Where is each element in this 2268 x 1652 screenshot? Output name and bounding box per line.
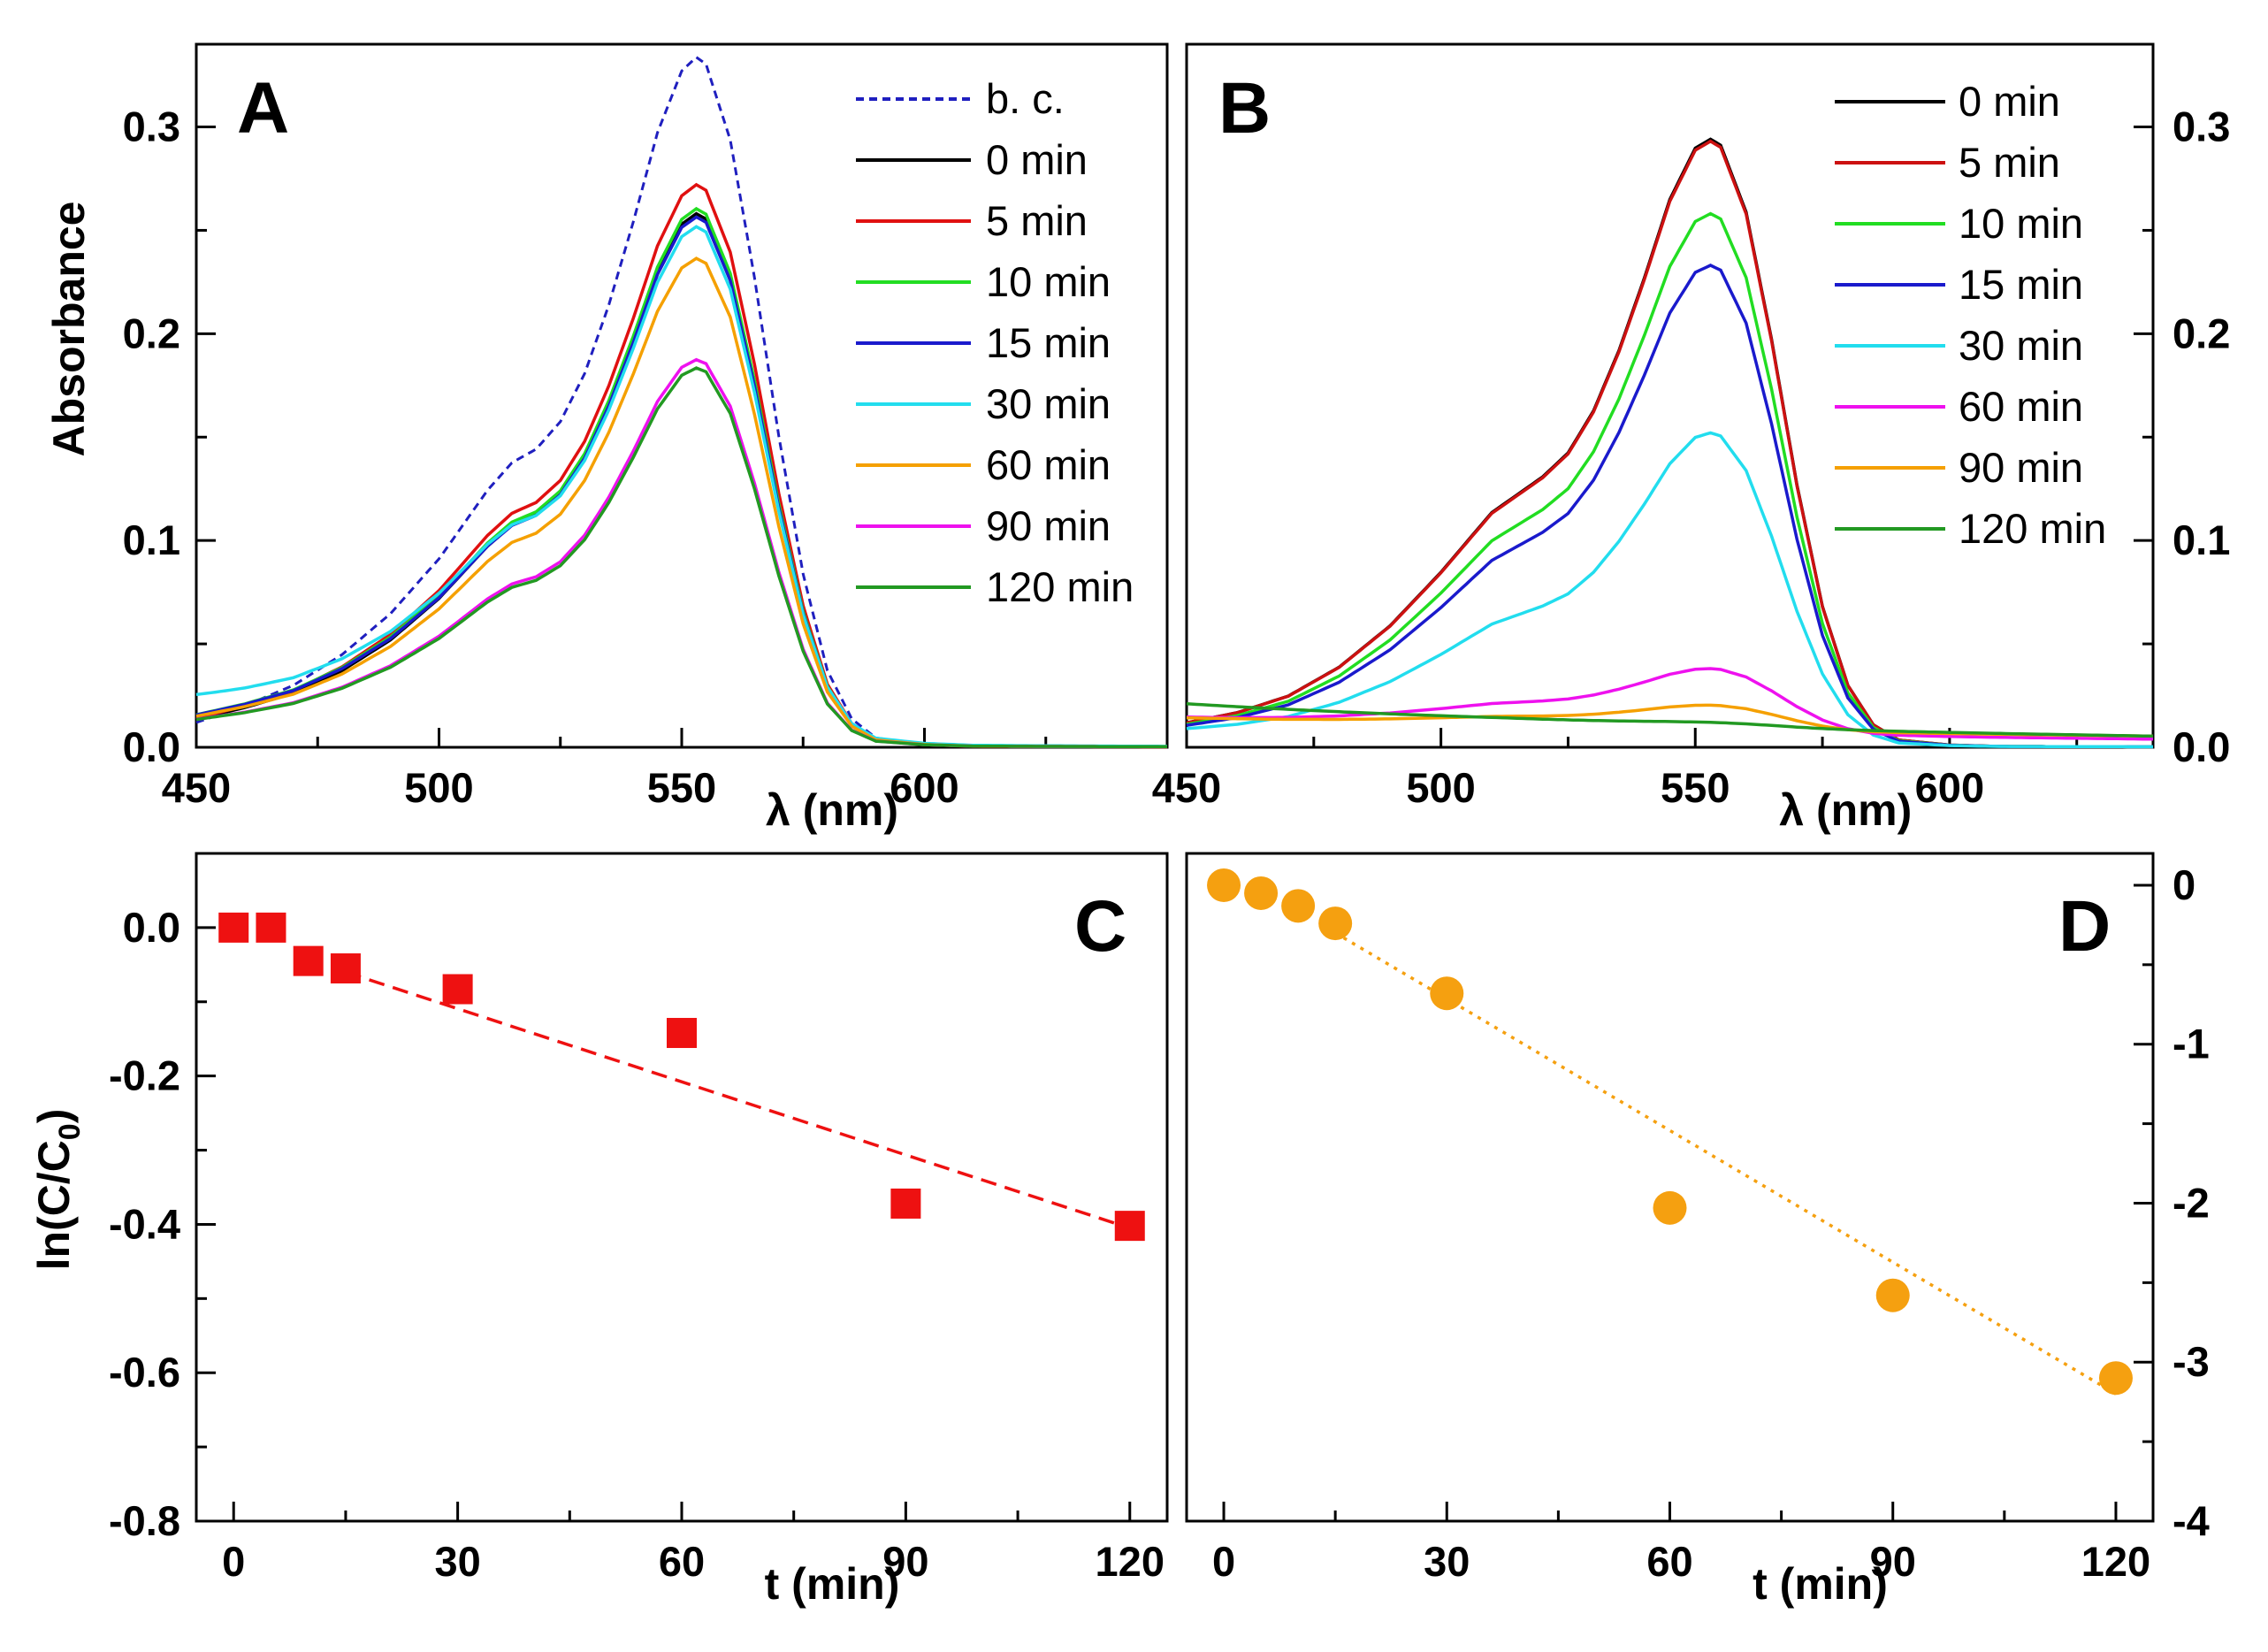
y-tick-label: 0.0 (2173, 723, 2230, 770)
y-axis-label-subscript: 0 (53, 1123, 87, 1140)
y-tick-label: -0.8 (109, 1497, 180, 1544)
y-tick-label: -0.6 (109, 1349, 180, 1396)
y-tick-label: 0 (2173, 861, 2195, 908)
data-point (890, 1188, 921, 1219)
legend-label: 15 min (1959, 261, 2083, 308)
legend-label: 15 min (986, 319, 1111, 366)
data-point (293, 945, 324, 976)
x-tick-label: 600 (890, 764, 958, 811)
y-tick-label: 0.0 (123, 904, 180, 951)
x-tick-label: 90 (882, 1538, 928, 1585)
legend-label: 90 min (986, 502, 1111, 549)
y-tick-label: -1 (2173, 1021, 2210, 1067)
y-tick-label: 0.1 (2173, 516, 2230, 563)
series-line-120-min (1186, 702, 2154, 738)
x-axis-label: λ (nm) (1779, 785, 1912, 835)
panel-c: 0 30 60 90 120 0.0 -0.2 -0.4 -0.6 -0.8 t (min) ln(C… (29, 852, 1169, 1609)
legend-label: 10 min (1959, 200, 2083, 247)
x-tick-label: 30 (434, 1538, 480, 1585)
x-tick-label: 0 (1212, 1538, 1235, 1585)
panel-b: 450 500 550 600 0.0 0.1 0.2 0.3 λ (nm) B 0 min 5 mi… (1152, 42, 2230, 835)
y-axis-label: ln(C/C0) (29, 1109, 87, 1271)
series-line-120-min (195, 366, 1167, 749)
x-axis-label: t (min) (1753, 1559, 1888, 1609)
series-line-b-c- (195, 55, 1167, 748)
legend-label: 5 min (986, 197, 1088, 244)
legend-label: 90 min (1959, 444, 2083, 491)
x-tick-label: 90 (1870, 1538, 1916, 1585)
y-tick-label: 0.3 (2173, 103, 2230, 150)
data-point (2098, 1361, 2133, 1396)
legend-label: 0 min (1959, 78, 2060, 125)
panel-a: 450 500 550 600 0.0 0.1 0.2 0.3 λ (nm) Absorbance… (44, 42, 1169, 835)
series-line-60-min (1186, 667, 2154, 741)
legend-label: 30 min (1959, 322, 2083, 369)
y-tick-label: 0.0 (123, 723, 180, 770)
x-tick-label: 500 (1406, 764, 1475, 811)
y-tick-label: -2 (2173, 1179, 2210, 1226)
y-axis-label-close: ) (29, 1109, 79, 1124)
x-tick-label: 500 (404, 764, 473, 811)
data-point (256, 912, 286, 943)
legend-label: 60 min (986, 441, 1111, 488)
plot-frame (1185, 42, 2155, 749)
data-point (667, 1018, 697, 1049)
y-tick-label: -0.4 (109, 1200, 180, 1247)
x-tick-label: 550 (647, 764, 716, 811)
y-tick-label: -3 (2173, 1338, 2210, 1385)
x-tick-label: 30 (1424, 1538, 1470, 1585)
data-point (1653, 1190, 1687, 1225)
legend-label: 30 min (986, 380, 1111, 427)
series-line-30-min (1186, 431, 2153, 749)
data-point (1207, 868, 1241, 902)
legend-label: b. c. (986, 75, 1065, 122)
x-tick-label: 600 (1915, 764, 1984, 811)
x-tick-label: 120 (1096, 1538, 1165, 1585)
x-tick-label: 450 (1152, 764, 1221, 811)
legend-label: 5 min (1959, 139, 2060, 186)
x-axis-label: λ (nm) (766, 785, 898, 835)
y-tick-label: 0.1 (123, 516, 180, 563)
legend-label: 0 min (986, 136, 1088, 183)
data-point (1281, 889, 1316, 923)
fit-line (345, 970, 1131, 1230)
x-tick-label: 550 (1661, 764, 1730, 811)
x-tick-label: 0 (222, 1538, 245, 1585)
panel-d: 0 30 60 90 120 0 -1 -2 -3 -4 t (min) D (1185, 852, 2210, 1609)
data-point (442, 974, 473, 1005)
y-tick-label: 0.3 (123, 103, 180, 150)
x-tick-label: 60 (659, 1538, 705, 1585)
y-tick-label: 0.2 (2173, 310, 2230, 356)
x-tick-label: 120 (2081, 1538, 2150, 1585)
panel-label: B (1218, 68, 1271, 149)
y-tick-label: -0.2 (109, 1052, 180, 1099)
data-point (1430, 976, 1464, 1011)
plot-frame (1185, 852, 2155, 1523)
x-tick-label: 450 (162, 764, 231, 811)
x-axis-label: t (min) (765, 1559, 900, 1609)
panel-label: C (1074, 886, 1126, 967)
data-point (1244, 876, 1279, 910)
data-point (218, 912, 249, 943)
legend-label: 120 min (986, 563, 1134, 610)
panel-label: D (2058, 886, 2111, 967)
data-point (1114, 1211, 1145, 1242)
legend-label: 10 min (986, 258, 1111, 305)
legend-label: 120 min (1959, 505, 2106, 552)
y-axis-label-main: ln(C/C (29, 1140, 79, 1270)
data-point (1875, 1278, 1910, 1312)
legend-label: 60 min (1959, 383, 2083, 430)
x-tick-label: 60 (1646, 1538, 1692, 1585)
panel-label: A (237, 68, 289, 149)
data-point (330, 953, 361, 984)
y-axis-label: Absorbance (44, 202, 94, 457)
y-tick-label: 0.2 (123, 310, 180, 356)
data-point (1318, 906, 1353, 941)
y-tick-label: -4 (2173, 1497, 2210, 1544)
